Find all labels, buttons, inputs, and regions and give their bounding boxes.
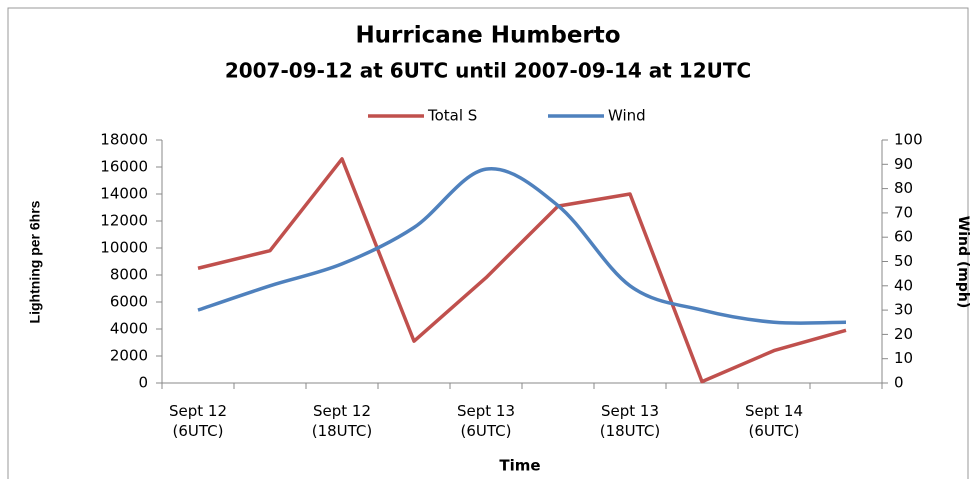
legend-label: Wind: [608, 107, 646, 125]
y-tick-label: 0: [138, 374, 148, 392]
y-tick-label: 16000: [100, 158, 148, 176]
y2-axis-label: Wind (mph): [955, 216, 971, 308]
x-tick-label: Sept 13 (6UTC): [456, 402, 515, 440]
x-axis-label: Time: [499, 457, 540, 475]
y2-tick-label: 30: [894, 301, 913, 319]
chart-title: Hurricane Humberto: [355, 23, 620, 49]
y-axis-label: Lightning per 6hrs: [27, 200, 43, 323]
y-tick-label: 2000: [110, 347, 148, 365]
y-tick-label: 18000: [100, 131, 148, 149]
y2-tick-label: 50: [894, 252, 913, 270]
y2-tick-label: 0: [894, 374, 904, 392]
x-tick-label: Sept 12 (6UTC): [168, 402, 227, 440]
y-tick-label: 10000: [100, 239, 148, 257]
y-tick-label: 12000: [100, 212, 148, 230]
x-tick-label: Sept 12 (18UTC): [311, 402, 373, 440]
y2-tick-label: 100: [894, 131, 923, 149]
series-line: [197, 157, 847, 384]
y-tick-label: 8000: [110, 266, 148, 284]
chart-subtitle: 2007-09-12 at 6UTC until 2007-09-14 at 1…: [225, 59, 751, 83]
y2-tick-label: 20: [894, 325, 913, 343]
y2-tick-label: 10: [894, 349, 913, 367]
y2-tick-label: 80: [894, 179, 913, 197]
series-line: [197, 167, 847, 325]
legend-label: Total S: [427, 107, 477, 125]
y2-tick-label: 90: [894, 155, 913, 173]
y2-tick-label: 70: [894, 203, 913, 221]
y2-tick-label: 40: [894, 276, 913, 294]
x-tick-label: Sept 14 (6UTC): [744, 402, 803, 440]
y2-tick-label: 60: [894, 228, 913, 246]
y-tick-label: 14000: [100, 185, 148, 203]
y-tick-label: 4000: [110, 320, 148, 338]
y-tick-label: 6000: [110, 293, 148, 311]
x-tick-label: Sept 13 (18UTC): [599, 402, 661, 440]
frame: [7, 7, 969, 479]
